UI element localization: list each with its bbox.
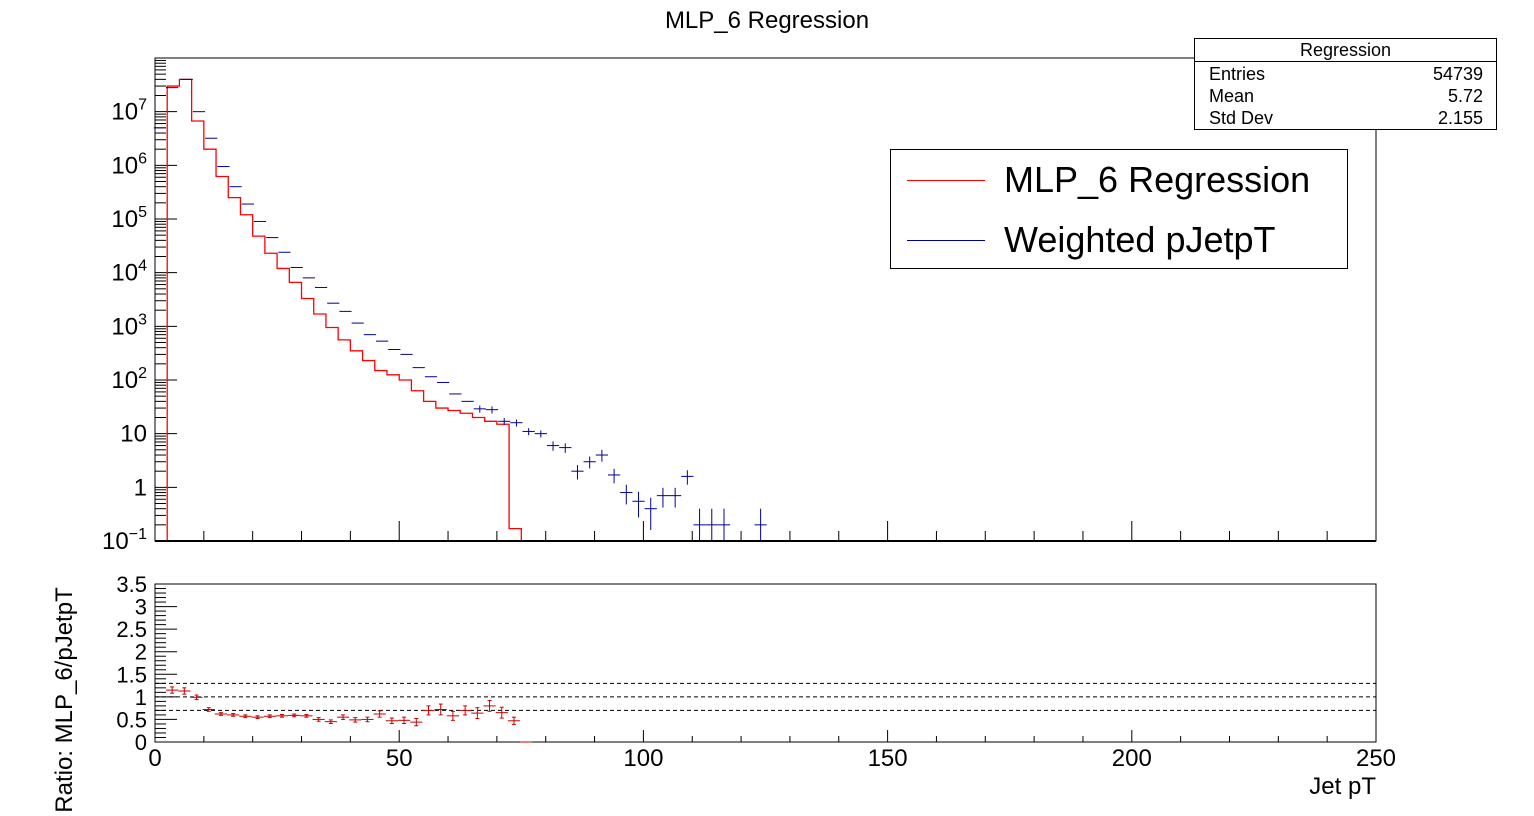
x-tick-label: 50 (386, 745, 413, 772)
y-tick-label: 2.5 (116, 617, 147, 642)
y-tick-label: 3 (135, 595, 147, 620)
stats-value: 54739 (1432, 64, 1483, 84)
legend-label: MLP_6 Regression (1004, 159, 1311, 200)
stats-row-stddev: Std Dev 2.155 (1209, 107, 1483, 129)
y-tick-label: 1 (134, 474, 147, 501)
stats-label: Entries (1209, 64, 1266, 84)
y-tick-label: 10 (120, 421, 147, 448)
legend-swatch-red (907, 180, 985, 181)
chart-title: MLP_6 Regression (665, 7, 869, 34)
top-plot-area: 10−1 1 10 102 103 104 105 106 107 (102, 57, 1377, 555)
y-tick-label: 107 (111, 97, 147, 126)
ratio-plot-area: 0 50 100 150 200 250 00.511.522.533.5 (116, 572, 1396, 772)
legend-entry-weighted: Weighted pJetpT (891, 210, 1347, 270)
y-tick-label: 3.5 (116, 572, 147, 597)
x-tick-label: 0 (148, 745, 161, 772)
y-tick-label: 103 (111, 311, 147, 340)
stats-value: 2.155 (1437, 108, 1483, 128)
legend-swatch-blue (907, 240, 985, 241)
y-tick-label: 105 (111, 204, 147, 233)
legend-entry-regression: MLP_6 Regression (891, 150, 1347, 210)
x-tick-label: 150 (868, 745, 908, 772)
y-tick-label: 104 (111, 258, 147, 287)
y-tick-label: 0 (135, 730, 147, 755)
stats-row-mean: Mean 5.72 (1209, 85, 1483, 107)
y-tick-label: 1 (135, 685, 147, 710)
stats-title: Regression (1195, 39, 1496, 62)
stats-row-entries: Entries 54739 (1209, 63, 1483, 85)
y-tick-label: 2 (135, 640, 147, 665)
y-tick-label: 0.5 (116, 707, 147, 732)
legend: MLP_6 Regression Weighted pJetpT (890, 149, 1348, 269)
y-tick-label: 10−1 (102, 526, 147, 555)
ratio-plot-frame (154, 583, 1377, 743)
y-tick-label: 1.5 (116, 662, 147, 687)
y-tick-label: 106 (111, 150, 147, 179)
x-tick-label: 200 (1112, 745, 1152, 772)
y-tick-label: 102 (111, 365, 147, 394)
legend-label: Weighted pJetpT (1004, 219, 1276, 260)
y-axis-label: Ratio: MLP_6/pJetpT (51, 587, 78, 813)
stats-value: 5.72 (1447, 86, 1483, 106)
series-regression-histogram (166, 78, 1376, 542)
stats-box: Regression Entries 54739 Mean 5.72 Std D… (1194, 38, 1497, 130)
x-axis-label: Jet pT (1309, 773, 1376, 800)
stats-label: Std Dev (1209, 108, 1274, 128)
stats-label: Mean (1209, 86, 1255, 106)
x-tick-label: 100 (623, 745, 663, 772)
top-plot-frame (154, 57, 1377, 542)
x-tick-label: 250 (1356, 745, 1396, 772)
